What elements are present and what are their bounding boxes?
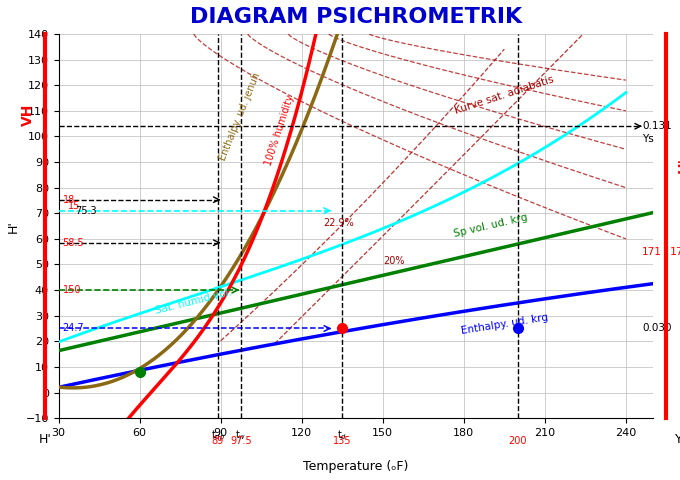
Text: 0.030: 0.030 — [642, 324, 672, 334]
Text: t$_{dp}$: t$_{dp}$ — [211, 428, 225, 443]
Text: 150: 150 — [63, 285, 81, 295]
Text: 171: 171 — [642, 247, 662, 257]
Title: DIAGRAM PSICHROMETRIK: DIAGRAM PSICHROMETRIK — [190, 7, 522, 27]
Y-axis label: H': H' — [7, 220, 20, 232]
Text: 15: 15 — [68, 201, 80, 211]
Text: 18: 18 — [63, 195, 75, 204]
Text: Enthalpy. ud. krg: Enthalpy. ud. krg — [460, 312, 549, 336]
Text: 200: 200 — [509, 436, 527, 446]
Text: 100% humidity: 100% humidity — [264, 94, 296, 167]
Text: H': H' — [677, 157, 680, 173]
Text: 24.7: 24.7 — [63, 324, 84, 334]
Text: 58.5: 58.5 — [63, 238, 84, 248]
Text: 22.9%: 22.9% — [323, 218, 354, 228]
Text: 89: 89 — [212, 436, 224, 446]
Text: 75.3: 75.3 — [75, 206, 97, 216]
Text: 97.5: 97.5 — [230, 436, 252, 446]
Text: t$_d$: t$_d$ — [337, 428, 347, 442]
Text: H': H' — [39, 432, 52, 445]
Text: Y': Y' — [675, 432, 680, 445]
Text: t$_w$: t$_w$ — [235, 428, 247, 442]
Text: 135: 135 — [333, 436, 352, 446]
X-axis label: Temperature (ₒF): Temperature (ₒF) — [303, 460, 409, 473]
Text: Sat. humid vol.: Sat. humid vol. — [154, 287, 233, 316]
Text: Kurve sat. adiabatis: Kurve sat. adiabatis — [454, 74, 555, 116]
Text: Enthalpy. ud. jenuh: Enthalpy. ud. jenuh — [218, 71, 262, 162]
Text: Ys: Ys — [642, 134, 654, 144]
Text: Sp vol. ud. krg: Sp vol. ud. krg — [453, 212, 529, 239]
Text: VH: VH — [21, 103, 35, 126]
Text: 171: 171 — [670, 247, 680, 257]
Text: 0.131: 0.131 — [642, 121, 672, 131]
Text: 20%: 20% — [383, 256, 404, 266]
